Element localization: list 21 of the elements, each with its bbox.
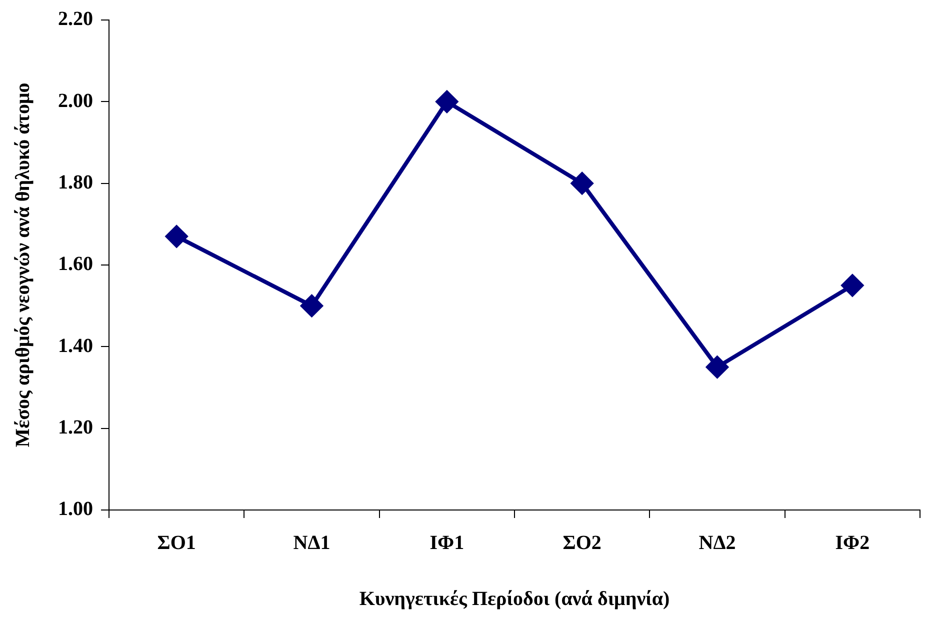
y-tick-label: 2.20 bbox=[58, 8, 93, 30]
y-axis-title: Μέσος αριθμός νεογνών ανά θηλυκό άτομο bbox=[12, 82, 34, 448]
x-tick-label: ΝΔ2 bbox=[698, 532, 736, 554]
x-tick-label: ΝΔ1 bbox=[293, 532, 330, 554]
y-tick-label: 1.60 bbox=[58, 253, 93, 276]
x-tick-label: ΙΦ2 bbox=[835, 532, 870, 554]
point bbox=[300, 294, 323, 317]
y-tick-label: 1.80 bbox=[58, 172, 93, 194]
y-tick-label: 2.00 bbox=[58, 90, 93, 112]
point bbox=[166, 225, 188, 248]
point bbox=[706, 356, 728, 378]
y-tick-label: 1.00 bbox=[58, 498, 93, 520]
point bbox=[571, 172, 594, 194]
point bbox=[436, 90, 458, 113]
x-axis-title: Κυνηγετικές Περίοδοι (ανά διμηνία) bbox=[359, 588, 670, 610]
point bbox=[841, 274, 864, 296]
x-tick-label: ΣΟ2 bbox=[562, 532, 602, 554]
y-tick-label: 1.40 bbox=[58, 334, 93, 357]
y-tick-label: 1.20 bbox=[58, 416, 93, 439]
x-tick-label: ΣΟ1 bbox=[157, 532, 196, 554]
x-tick-label: ΙΦ1 bbox=[430, 532, 464, 554]
